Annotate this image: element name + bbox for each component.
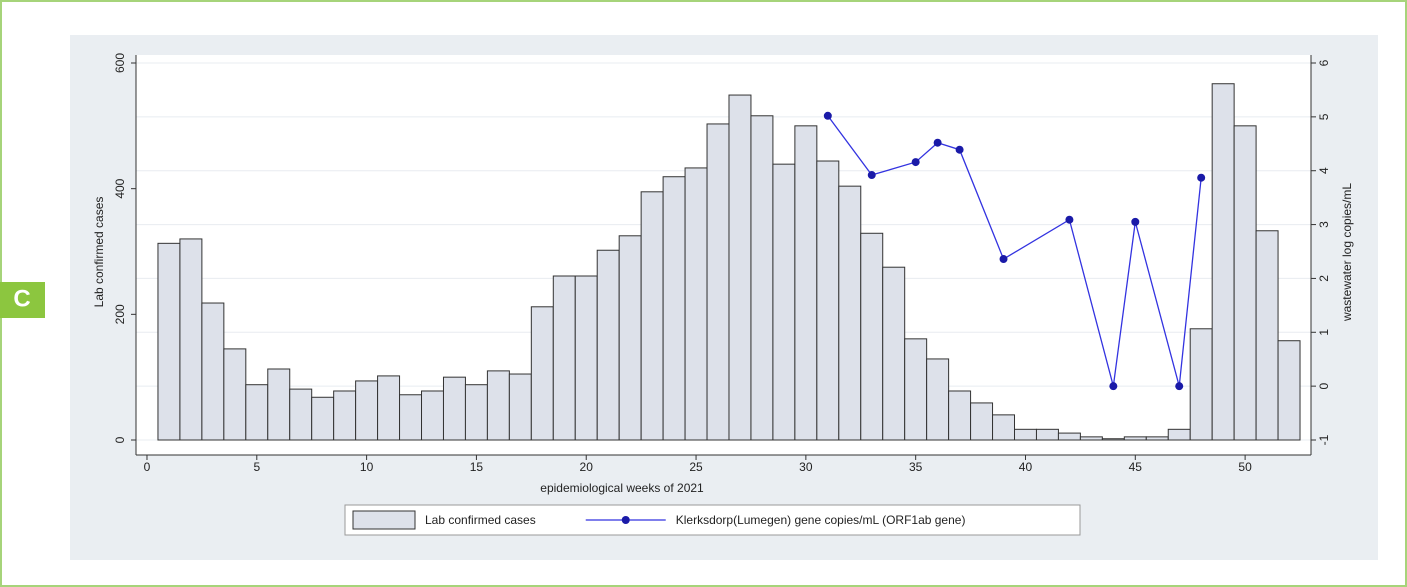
bar [552,275,576,441]
marker [1065,215,1074,224]
y-tick-label: 400 [113,178,127,198]
bar [948,390,972,441]
bar [530,306,554,441]
bar [1057,432,1081,441]
x-tick-label: 5 [253,460,260,474]
bar [311,396,335,441]
y2-axis-title: wastewater log copies/mL [1340,183,1354,322]
x-tick-label: 35 [909,460,923,474]
bar [882,266,906,441]
bar [728,94,752,441]
bar [992,414,1016,441]
y-tick-label: 0 [113,436,127,443]
bar [596,249,620,441]
bar [1101,438,1125,441]
bar [1035,428,1059,441]
bar [486,370,510,441]
bar [508,373,532,441]
y2-tick-label: 3 [1317,221,1331,228]
x-tick-label: 45 [1129,460,1143,474]
y-axis-title: Lab confirmed cases [92,197,106,308]
bar [267,368,291,441]
x-tick-label: 0 [144,460,151,474]
bar [618,235,642,441]
y-tick-label: 200 [113,304,127,324]
x-tick-label: 20 [580,460,594,474]
x-tick-label: 50 [1238,460,1252,474]
legend [344,504,1081,536]
y2-tick-label: 5 [1317,113,1331,120]
bar [1079,436,1103,441]
bar [1167,428,1191,441]
bar [772,163,796,441]
legend-label: Lab confirmed cases [425,513,536,527]
y2-tick-label: 2 [1317,275,1331,282]
bar [662,176,686,441]
y-tick-label: 600 [113,53,127,73]
legend-marker [621,516,630,524]
x-tick-label: 10 [360,460,374,474]
panel-label: C [13,285,30,312]
bar [289,388,313,441]
bar [904,338,928,441]
bar [464,384,488,441]
bar [421,390,444,441]
bar [179,238,203,441]
marker [1197,173,1206,182]
bar [245,384,269,441]
bar [1255,230,1279,441]
legend-swatch [352,510,416,530]
bar [574,275,598,441]
bar [838,185,862,441]
bar [640,191,664,441]
bar [926,358,950,441]
bar [201,302,225,441]
bar [1233,125,1257,441]
x-tick-label: 15 [470,460,484,474]
marker [911,158,920,167]
bar [355,380,379,441]
x-tick-label: 25 [689,460,703,474]
marker [1175,382,1184,391]
bar [333,390,357,441]
bar [750,115,774,441]
legend-label: Klerksdorp(Lumegen) gene copies/mL (ORF1… [676,513,966,527]
bar [706,123,730,441]
marker [867,171,876,180]
marker [1131,217,1140,226]
bar [794,125,818,441]
bar [816,160,840,441]
bar [399,394,423,441]
y2-tick-label: 0 [1317,382,1331,389]
x-tick-label: 40 [1019,460,1033,474]
bar [223,348,247,441]
bar [1014,428,1037,441]
y2-tick-label: 1 [1317,329,1331,336]
x-tick-label: 30 [799,460,813,474]
bar [1123,436,1147,441]
marker [999,255,1008,264]
bar [860,232,884,441]
bar [1277,340,1301,441]
y2-tick-label: -1 [1317,434,1331,445]
bar [1189,328,1213,441]
bar [970,402,994,441]
marker [1109,382,1118,391]
bar [684,167,708,441]
bar [157,242,181,441]
y2-tick-label: 6 [1317,59,1331,66]
x-axis-title: epidemiological weeks of 2021 [540,481,704,495]
y2-tick-label: 4 [1317,167,1331,174]
bar [1145,436,1169,441]
bar [1211,83,1235,441]
marker [955,145,964,154]
marker [933,138,942,147]
bar [442,376,466,441]
panel-label-box [0,282,45,318]
bar [377,375,401,441]
marker [823,111,832,120]
